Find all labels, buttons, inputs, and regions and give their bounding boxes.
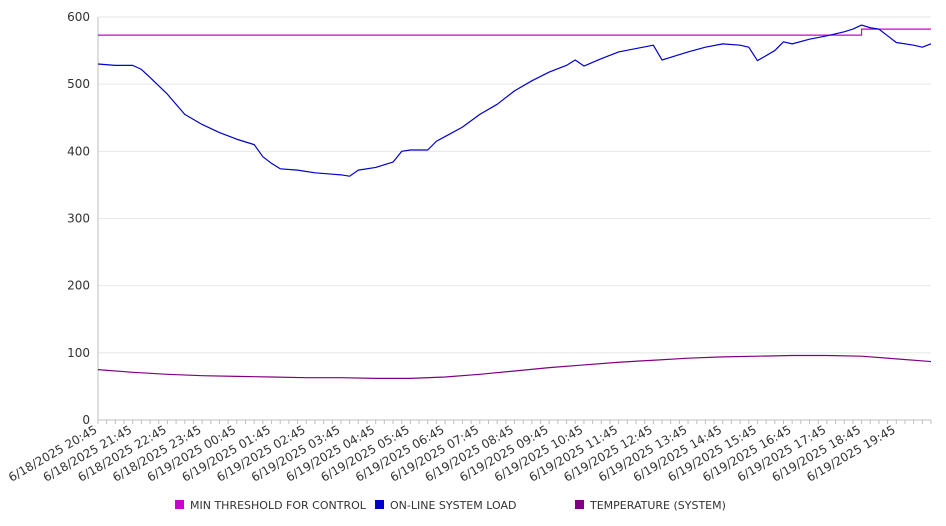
series-lines: [97, 24, 932, 379]
x-axis-tick-labels: 6/18/2025 20:456/18/2025 21:456/18/2025 …: [6, 422, 898, 484]
series-line-0: [98, 28, 931, 36]
legend-label-2: TEMPERATURE (SYSTEM): [589, 499, 726, 512]
y-tick-label: 600: [67, 10, 90, 24]
legend: MIN THRESHOLD FOR CONTROL ON-LINE SYSTEM …: [175, 499, 726, 512]
y-axis-tick-labels: 0 100 200 300 400 500 600: [67, 10, 90, 427]
y-tick-label: 300: [67, 212, 90, 226]
legend-label-1: ON-LINE SYSTEM LOAD: [390, 499, 516, 512]
legend-label-0: MIN THRESHOLD FOR CONTROL: [190, 499, 367, 512]
y-tick-label: 0: [82, 413, 90, 427]
gridlines: [98, 16, 931, 354]
legend-swatch-1: [375, 500, 384, 509]
y-tick-label: 100: [67, 346, 90, 360]
series-line-1: [97, 24, 932, 177]
y-tick-label: 200: [67, 279, 90, 293]
y-tick-label: 500: [67, 77, 90, 91]
legend-swatch-2: [575, 500, 584, 509]
axes: [97, 17, 932, 424]
series-line-2: [97, 354, 932, 379]
y-tick-label: 400: [67, 144, 90, 158]
legend-swatch-0: [175, 500, 184, 509]
